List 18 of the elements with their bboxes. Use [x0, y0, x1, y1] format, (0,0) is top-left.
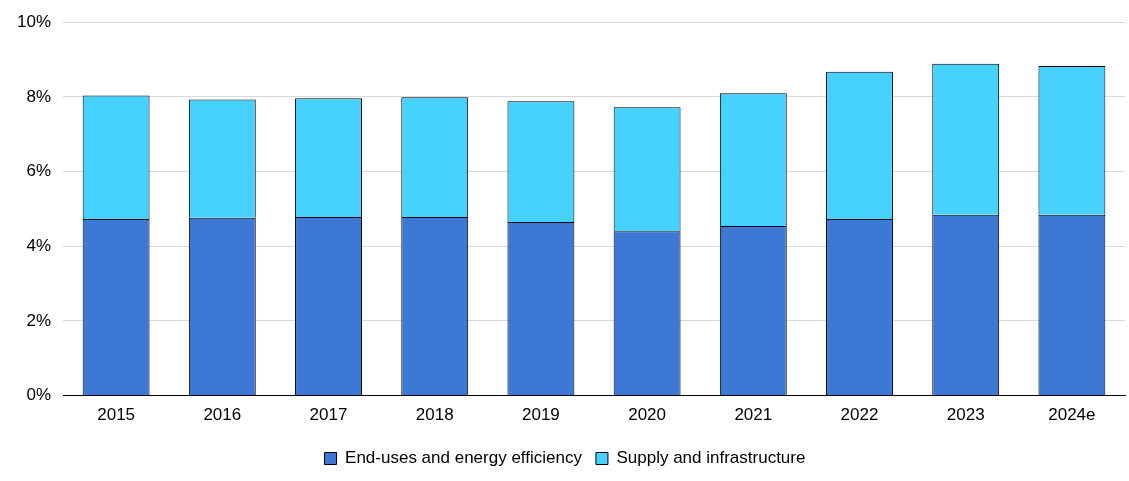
x-tick-label: 2019 [522, 405, 560, 425]
x-tick-label: 2021 [734, 405, 773, 425]
x-tick-label: 2023 [946, 405, 985, 425]
legend-label: Supply and infrastructure [616, 448, 806, 468]
x-tick-label: 2020 [628, 405, 667, 425]
y-tick-label: 8% [26, 86, 52, 106]
y-tick-label: 4% [26, 235, 52, 255]
y-tick-label: 0% [26, 385, 52, 405]
x-tick-label: 2022 [840, 405, 879, 425]
y-tick-label: 2% [26, 310, 52, 330]
x-tick-label: 2018 [415, 405, 454, 425]
x-tick-label: 2017 [309, 405, 348, 425]
y-tick-label: 6% [26, 161, 52, 181]
x-tick-label: 2016 [203, 405, 242, 425]
x-tick-label: 2015 [97, 405, 136, 425]
x-tick-label: 2024e [1048, 405, 1096, 425]
y-tick-label: 10% [16, 11, 52, 31]
legend-label: End-uses and energy efficiency [345, 448, 583, 468]
